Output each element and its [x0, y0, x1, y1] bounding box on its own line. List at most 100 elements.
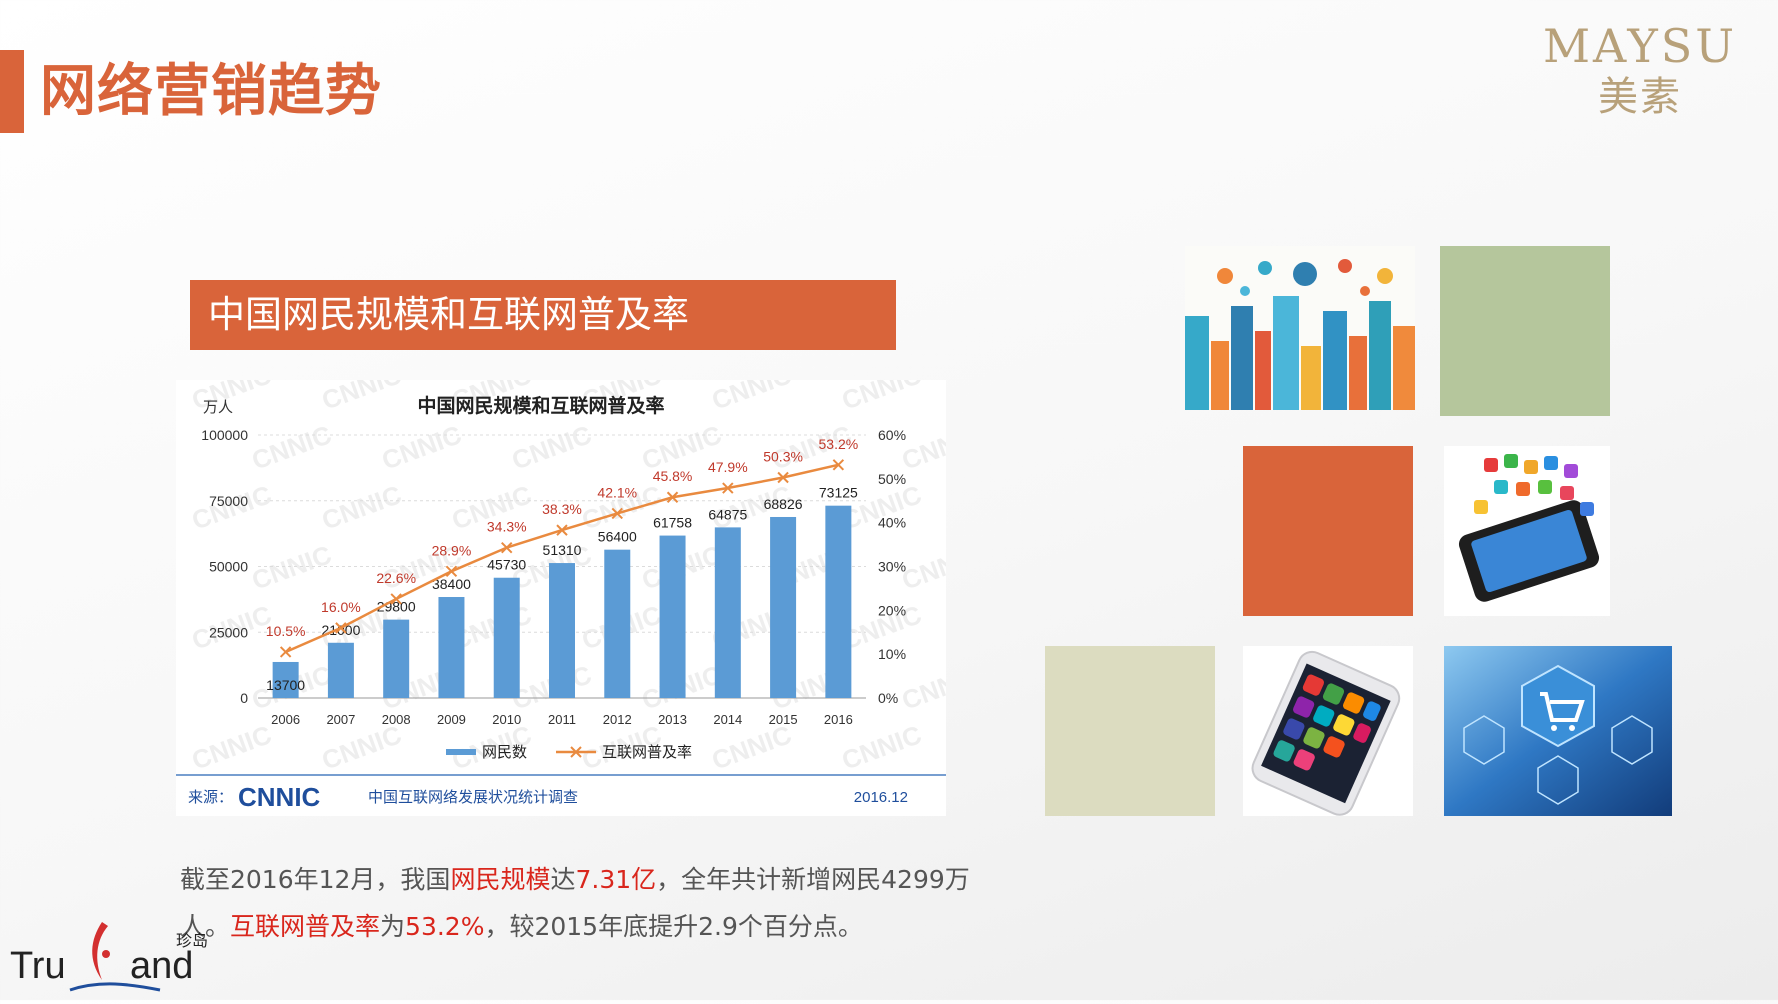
source-prefix: 来源：: [188, 788, 233, 806]
bar: [714, 527, 741, 698]
y-right-tick-label: 50%: [878, 471, 906, 487]
watermark-text: CNNIC: [708, 719, 796, 775]
chart-banner: 中国网民规模和互联网普及率: [190, 280, 896, 350]
bar-value-label: 73125: [819, 485, 858, 501]
watermark-text: CNNIC: [378, 419, 466, 475]
y-right-tick-label: 20%: [878, 602, 906, 618]
orange-tile: [1243, 446, 1413, 616]
truland-text-right: and: [130, 945, 193, 987]
x-tick-label: 2014: [713, 712, 742, 727]
bar-value-label: 21000: [321, 622, 360, 638]
legend-line-marker: [570, 746, 582, 758]
rate-point: [666, 491, 679, 503]
x-tick-label: 2009: [437, 712, 466, 727]
x-tick-label: 2007: [326, 712, 355, 727]
rate-point: [611, 507, 623, 520]
bar-value-label: 68826: [764, 496, 803, 512]
chart-title: 中国网民规模和互联网普及率: [417, 394, 664, 417]
watermark-text: CNNIC: [838, 719, 926, 775]
desc-highlight-2: 7.31亿: [575, 865, 657, 894]
legend-line-label: 互联网普及率: [602, 743, 692, 761]
y-right-tick-label: 60%: [878, 427, 906, 443]
rate-point: [556, 524, 568, 536]
rate-point: [390, 593, 402, 605]
truland-text-left: Tru: [10, 945, 66, 987]
y-right-tick-label: 40%: [878, 515, 906, 531]
x-tick-label: 2010: [492, 712, 521, 727]
rate-point: [501, 541, 513, 554]
smartphone-apps-image: [1444, 446, 1610, 616]
desc-text-1: 截至2016年12月，我国: [180, 865, 451, 894]
watermark-text: CNNIC: [248, 539, 336, 595]
watermark-text: CNNIC: [708, 380, 796, 416]
bar: [438, 597, 465, 698]
maysu-logo: MAYSU 美素: [1530, 18, 1750, 120]
rate-point: [445, 565, 458, 578]
smart-city-image: [1185, 246, 1415, 410]
rate-point: [722, 482, 734, 494]
desc-highlight-3: 互联网普及率: [230, 912, 381, 941]
rate-value-label: 22.6%: [376, 570, 416, 586]
truland-logo: Tru and 珍岛: [10, 910, 210, 1000]
rate-value-label: 38.3%: [542, 501, 582, 517]
title-accent-bar: [0, 50, 24, 133]
chart-container: CNNIC CNNIC CNNIC CNNIC CNNIC CNNIC CNNIC CNNIC…: [176, 380, 946, 816]
rate-value-label: 42.1%: [597, 484, 637, 500]
watermark-text: CNNIC: [318, 479, 406, 535]
watermark-text: CNNIC: [318, 380, 406, 416]
source-text: 中国互联网络发展状况统计调查: [368, 788, 578, 806]
source-org: CNNIC: [238, 782, 321, 812]
desc-highlight-1: 网民规模: [450, 865, 551, 894]
rate-value-label: 47.9%: [708, 459, 748, 475]
bar-value-label: 56400: [598, 529, 637, 545]
watermark-text: CNNIC: [838, 380, 926, 416]
rate-value-label: 10.5%: [266, 623, 306, 639]
ecommerce-cart-image: [1444, 646, 1672, 816]
brand-cn: 美素: [1598, 74, 1682, 120]
rate-point: [335, 622, 347, 634]
y-left-tick-label: 25000: [209, 624, 248, 640]
desc-text-2: 达: [550, 865, 576, 894]
x-tick-label: 2016: [824, 712, 853, 727]
legend-bar-label: 网民数: [482, 743, 527, 761]
page-title: 网络营销趋势: [40, 59, 382, 124]
bar-value-label: 61758: [653, 515, 692, 531]
y-left-tick-label: 50000: [209, 559, 248, 575]
watermark-text: CNNIC: [898, 659, 946, 715]
rate-value-label: 34.3%: [487, 519, 527, 535]
desc-text-5: ，较2015年底提升2.9个百分点。: [484, 912, 863, 941]
x-tick-label: 2006: [271, 712, 300, 727]
y-right-tick-label: 10%: [878, 646, 906, 662]
y-right-tick-label: 0%: [878, 690, 898, 706]
watermark-text: CNNIC: [508, 419, 596, 475]
source-date: 2016.12: [854, 789, 908, 806]
desc-text-4: 为: [380, 912, 406, 941]
bar-value-label: 51310: [543, 542, 582, 558]
rate-value-label: 50.3%: [763, 449, 803, 465]
iphone-apps-image: [1243, 646, 1413, 816]
truland-text-cn: 珍岛: [176, 931, 208, 950]
y-left-tick-label: 0: [240, 690, 248, 706]
bar-value-label: 64875: [708, 506, 747, 522]
bar: [770, 516, 797, 698]
bar-value-label: 13700: [266, 677, 305, 693]
x-tick-label: 2015: [769, 712, 798, 727]
x-tick-label: 2008: [382, 712, 411, 727]
bar: [659, 535, 686, 698]
x-tick-label: 2012: [603, 712, 632, 727]
bar: [549, 563, 575, 698]
bar: [825, 505, 852, 698]
rate-value-label: 45.8%: [653, 468, 693, 484]
y-axis-unit: 万人: [203, 398, 233, 416]
brand-en: MAYSU: [1542, 19, 1738, 73]
x-tick-label: 2013: [658, 712, 687, 727]
rate-point: [777, 471, 789, 484]
bar: [493, 577, 520, 698]
rate-value-label: 28.9%: [432, 542, 472, 558]
desc-text-3: ，全年共计新增网民4299万人。: [180, 865, 970, 941]
bar: [327, 642, 354, 698]
bar-value-label: 38400: [432, 576, 471, 592]
beige-tile: [1045, 646, 1215, 816]
watermark-text: CNNIC: [188, 719, 276, 775]
